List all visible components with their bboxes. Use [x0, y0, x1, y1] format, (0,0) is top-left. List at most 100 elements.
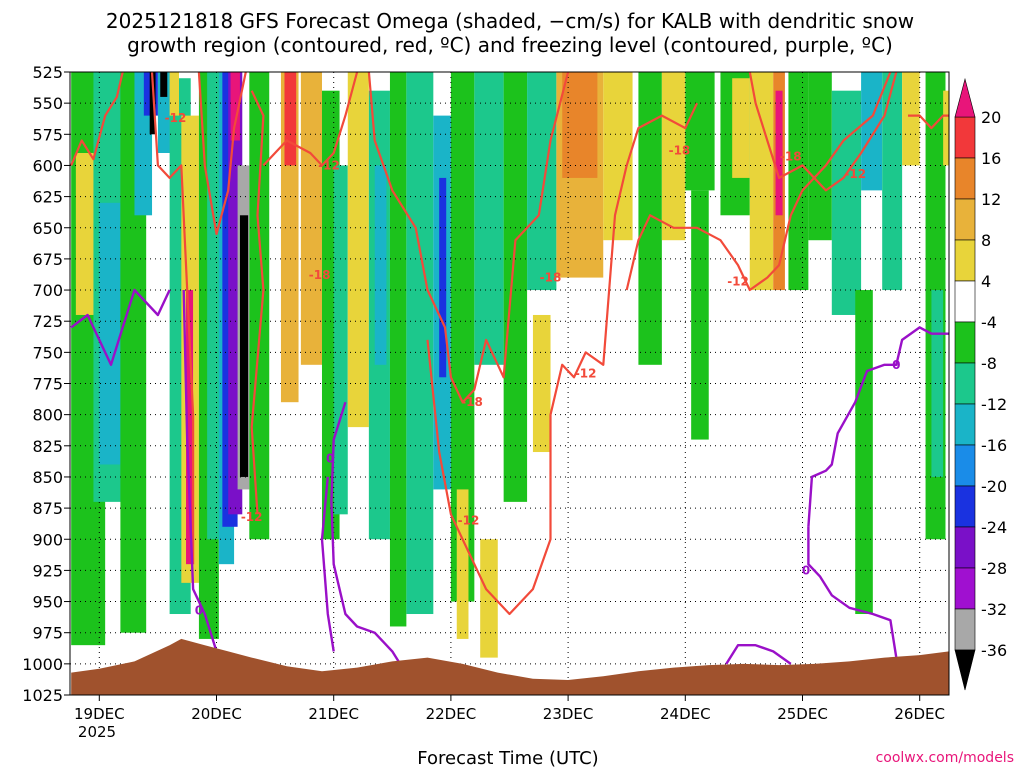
y-tick-label-1: 550	[32, 94, 63, 113]
contour-label-6: -18	[461, 395, 483, 409]
omega-band-57	[855, 290, 873, 615]
omega-band-36	[456, 489, 469, 639]
colorbar-swatch-12	[954, 608, 976, 651]
x-tick-label-6: 25DEC	[777, 705, 828, 723]
omega-band-30	[374, 165, 387, 365]
x-tick-label-3: 22DEC	[426, 705, 477, 723]
dgz-contour-0	[70, 71, 124, 166]
colorbar-label-13: -36	[981, 641, 1007, 660]
y-tick-label-20: 1025	[22, 686, 63, 705]
colorbar-label-10: -24	[981, 518, 1007, 537]
omega-band-46	[661, 72, 686, 241]
contour-label-15: 0	[802, 563, 810, 577]
contour-label-9: -12	[727, 274, 749, 288]
x-tick-label-0: 19DEC	[74, 705, 125, 723]
omega-band-45	[638, 72, 662, 365]
omega-band-39	[503, 72, 528, 502]
y-tick-label-11: 800	[32, 406, 63, 425]
y-tick-label-2: 575	[32, 125, 63, 144]
x-tick-label-5: 24DEC	[660, 705, 711, 723]
colorbar-swatch-9	[954, 485, 976, 528]
omega-band-21	[239, 215, 249, 477]
colorbar-label-6: -8	[981, 354, 997, 373]
y-tick-label-10: 775	[32, 375, 63, 394]
contour-label-13: 0	[326, 451, 334, 465]
y-tick-label-7: 700	[32, 281, 63, 300]
colorbar-label-4: 4	[981, 272, 991, 291]
contour-label-10: -18	[780, 150, 802, 164]
contour-label-7: -12	[458, 514, 480, 528]
colorbar-label-5: -4	[981, 313, 997, 332]
contour-label-2: -18	[309, 268, 331, 282]
x-tick-label-7: 26DEC	[894, 705, 945, 723]
omega-band-32	[406, 72, 434, 615]
x-tick-label-2: 21DEC	[308, 705, 359, 723]
x-tick-label-1: 20DEC	[191, 705, 242, 723]
omega-band-3	[99, 202, 121, 465]
y-tick-label-13: 850	[32, 468, 63, 487]
dgz-contours	[70, 71, 949, 616]
omega-band-41	[532, 314, 551, 453]
terrain-fill	[71, 638, 949, 695]
colorbar-label-11: -28	[981, 559, 1007, 578]
omega-band-43	[562, 72, 598, 178]
contour-label-12: 0	[195, 603, 203, 617]
dgz-contour-8	[625, 71, 892, 292]
contour-label-14: 0	[892, 358, 900, 372]
omega-band-35	[450, 72, 475, 602]
contour-label-4: -18	[540, 271, 562, 285]
omega-band-31	[389, 72, 407, 627]
colorbar-bottom-arrow	[954, 649, 976, 691]
omega-band-53	[775, 90, 783, 216]
contour-label-1: -12	[318, 158, 340, 172]
omega-band-27	[333, 165, 348, 515]
colorbar-swatch-2	[954, 198, 976, 241]
x-year-label: 2025	[78, 723, 116, 741]
y-tick-label-3: 600	[32, 156, 63, 175]
freezing-contour-4	[725, 644, 792, 665]
y-tick-label-9: 750	[32, 343, 63, 362]
omega-band-50	[732, 78, 750, 178]
colorbar-swatch-3	[954, 239, 976, 282]
colorbar-label-2: 12	[981, 190, 1001, 209]
dgz-contour-4	[262, 71, 359, 167]
omega-band-48	[691, 190, 709, 440]
omega-band-44	[603, 72, 633, 241]
freezing-contour-1	[182, 289, 218, 652]
y-tick-label-14: 875	[32, 499, 63, 518]
omega-band-37	[474, 72, 504, 365]
omega-band-63	[943, 90, 949, 166]
colorbar-label-3: 8	[981, 231, 991, 250]
omega-band-19	[230, 72, 240, 141]
omega-band-1	[75, 152, 97, 315]
colorbar: 20 16 12 8 4 -4 -8 -12 -16 -20 -24 -28 -32 -36	[954, 77, 1007, 691]
omega-band-55	[808, 72, 832, 241]
omega-band-25	[300, 72, 322, 365]
credit-text: coolwx.com/models	[876, 750, 1014, 766]
omega-band-22	[249, 72, 270, 540]
omega-band-11	[169, 72, 179, 116]
y-tick-label-5: 650	[32, 219, 63, 238]
contour-label-5: -12	[575, 367, 597, 381]
colorbar-label-8: -16	[981, 436, 1007, 455]
colorbar-swatch-1	[954, 157, 976, 200]
x-axis-label: Forecast Time (UTC)	[417, 748, 598, 768]
y-tick-label-16: 925	[32, 561, 63, 580]
colorbar-swatch-4	[954, 280, 976, 323]
dgz-contour-2	[197, 71, 247, 236]
y-tick-label-4: 625	[32, 188, 63, 207]
colorbar-swatch-7	[954, 403, 976, 446]
omega-band-58	[861, 72, 883, 191]
freezing-contour-5	[807, 326, 949, 527]
colorbar-swatch-5	[954, 321, 976, 364]
x-tick-label-4: 23DEC	[543, 705, 594, 723]
contour-label-0: -12	[165, 111, 187, 125]
contour-label-11: -12	[844, 167, 866, 181]
omega-band-9	[160, 72, 168, 97]
contour-labels: -12 -12 -18 -12 -18 -12 -18 -12 -18 -12 -18 -12 0 0 0 0	[165, 111, 901, 617]
colorbar-label-7: -12	[981, 395, 1007, 414]
dgz-contour-3	[250, 90, 265, 515]
y-tick-label-6: 675	[32, 250, 63, 269]
colorbar-label-9: -20	[981, 477, 1007, 496]
freezing-contours	[70, 288, 949, 671]
